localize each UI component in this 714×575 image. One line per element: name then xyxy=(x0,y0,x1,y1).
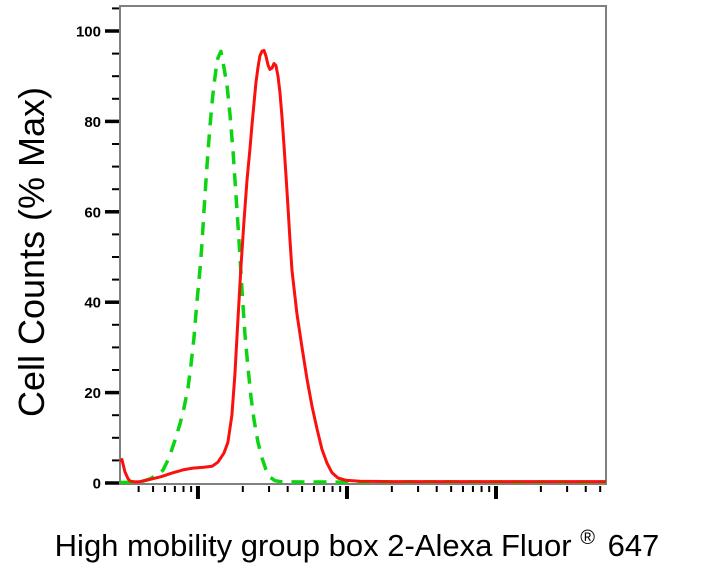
green-dashed-curve xyxy=(119,49,606,485)
x-axis-title: High mobility group box 2-Alexa Fluor ® … xyxy=(55,516,660,563)
y-tick-label: 20 xyxy=(84,385,101,402)
registered-trademark-symbol: ® xyxy=(580,527,595,549)
x-axis-title-main: High mobility group box 2-Alexa Fluor xyxy=(55,528,572,563)
y-tick-label: 60 xyxy=(84,204,101,221)
y-tick-label: 80 xyxy=(84,114,101,131)
y-axis-ticks xyxy=(105,7,119,485)
x-axis-ticks xyxy=(137,486,602,499)
y-tick-label: 0 xyxy=(93,476,101,493)
y-axis-title: Cell Counts (% Max) xyxy=(11,87,52,417)
red-solid-curve xyxy=(118,48,606,484)
y-axis-tick-labels: 0 20 40 60 80 100 xyxy=(76,24,101,493)
histogram-curves xyxy=(118,48,606,485)
y-tick-label: 40 xyxy=(84,295,101,312)
y-tick-label: 100 xyxy=(76,24,101,41)
x-axis-title-suffix: 647 xyxy=(608,528,660,563)
plot-border xyxy=(119,5,607,485)
